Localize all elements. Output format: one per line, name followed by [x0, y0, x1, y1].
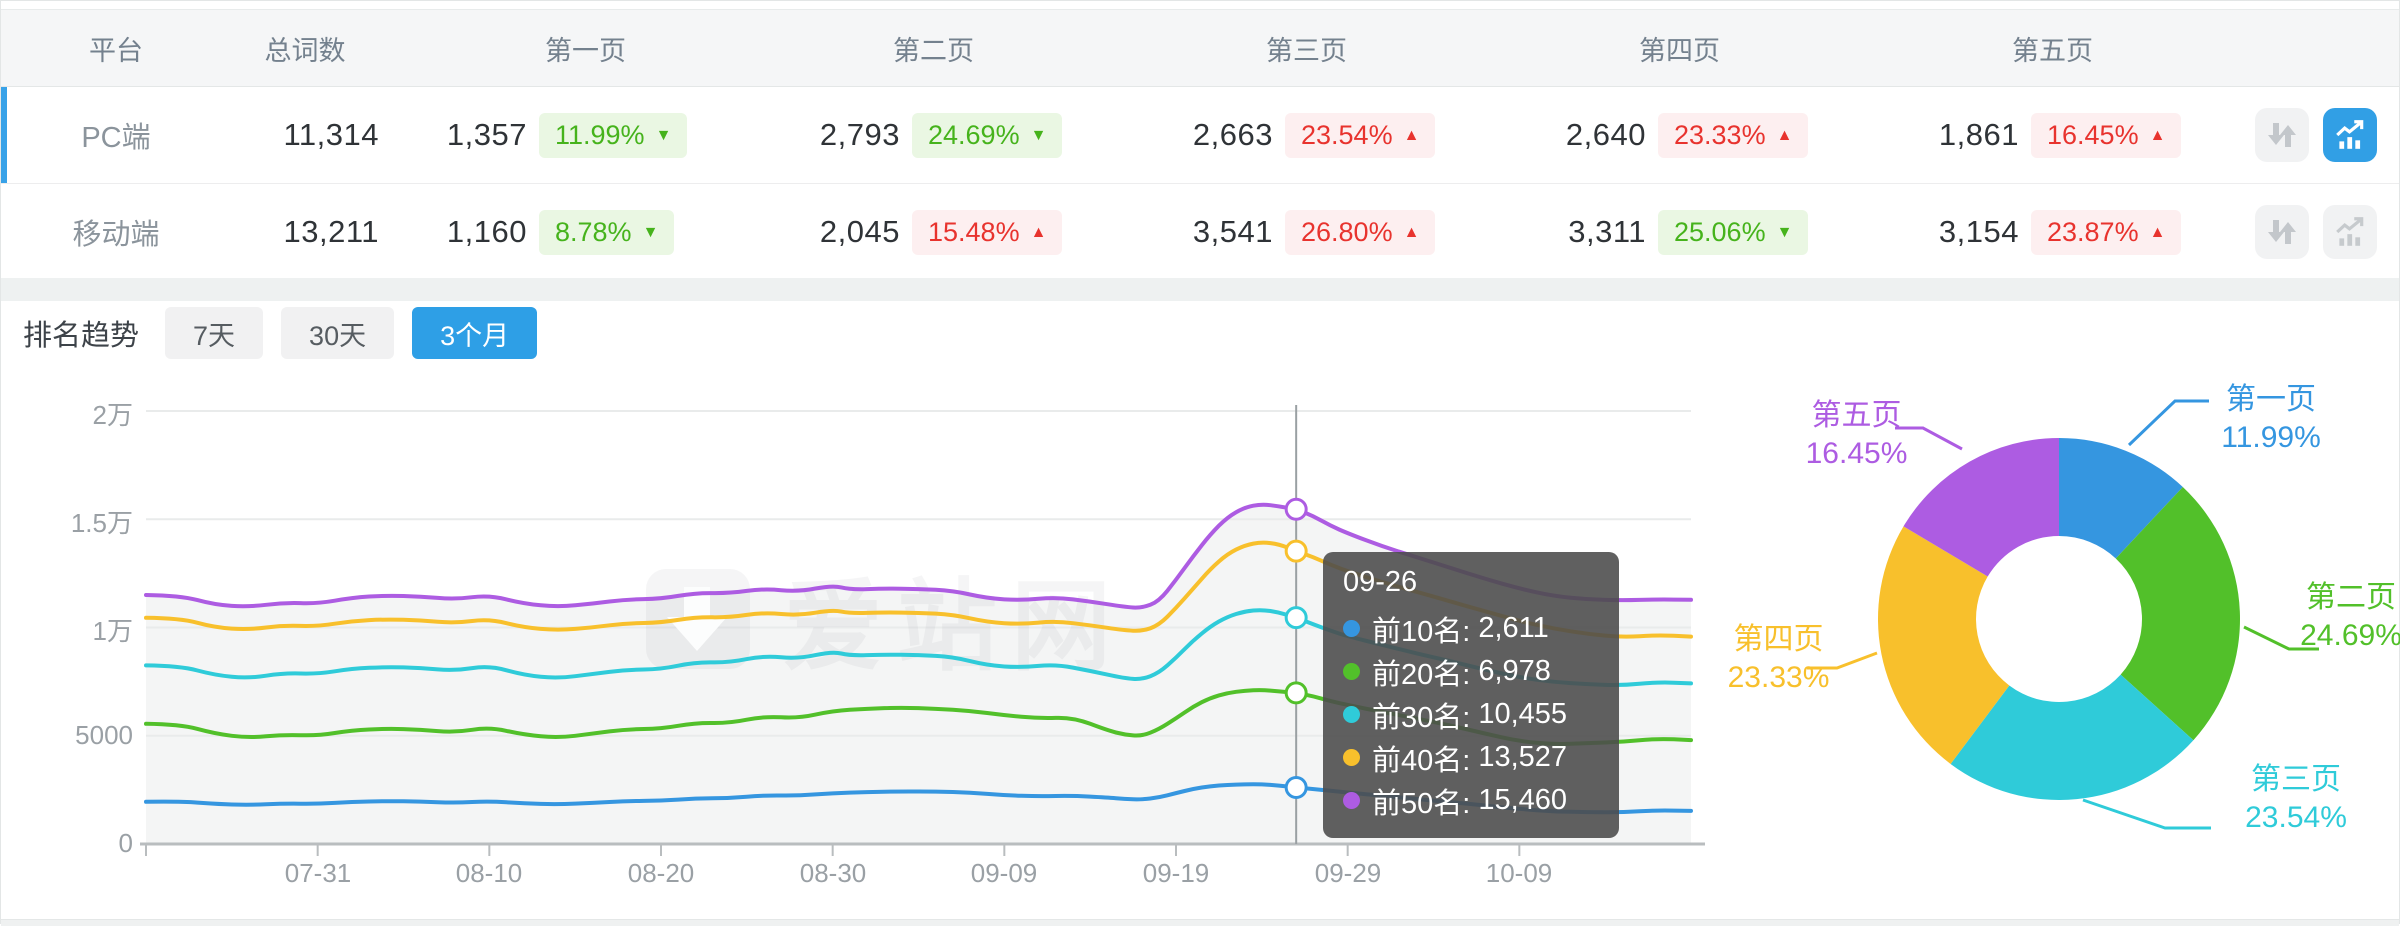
range-tab-3m[interactable]: 3个月: [412, 307, 538, 359]
bottom-strip: [1, 919, 2399, 926]
trend-chart-icon: [2336, 217, 2364, 246]
series-dot-icon: [1343, 663, 1360, 680]
donut-label-page3: 第三页 23.54%: [2245, 763, 2347, 834]
donut-label-page1: 第一页 11.99%: [2221, 383, 2321, 454]
x-axis-label: 08-20: [627, 858, 695, 888]
change-badge: 15.48% ▲: [912, 209, 1063, 255]
triangle-down-icon: ▼: [1030, 127, 1047, 144]
trend-panel: [1, 301, 2399, 917]
sort-arrows-icon: [2268, 123, 2296, 147]
table-row-mobile[interactable]: 移动端 13,211 1,160 8.78% ▼ 2,045 15.48% ▲ 3,…: [1, 184, 2399, 281]
tooltip-item: 前50名: 15,460: [1343, 779, 1599, 822]
total-count: 13,211: [283, 214, 379, 249]
x-axis-label: 10-09: [1485, 858, 1553, 888]
change-badge: 23.87% ▲: [2031, 209, 2182, 255]
change-badge: 8.78% ▼: [539, 209, 675, 255]
range-tab-30d[interactable]: 30天: [281, 307, 395, 359]
y-axis-label: 1万: [92, 616, 133, 646]
header-page1: 第一页: [545, 35, 626, 66]
donut-label-page4: 第四页 23.33%: [1727, 623, 1830, 694]
triangle-down-icon: ▼: [655, 127, 672, 144]
donut-label-page2: 第二页 24.69%: [2300, 581, 2400, 652]
triangle-up-icon: ▲: [1776, 127, 1793, 144]
sort-toggle-button[interactable]: [2255, 205, 2309, 259]
change-badge: 16.45% ▲: [2031, 112, 2182, 158]
sort-toggle-button[interactable]: [2255, 108, 2309, 162]
y-axis-label: 0: [118, 828, 133, 858]
change-badge: 24.69% ▼: [912, 112, 1063, 158]
triangle-up-icon: ▲: [1030, 224, 1047, 241]
x-axis-label: 07-31: [284, 858, 352, 888]
y-axis-label: 5000: [75, 720, 133, 750]
trend-chart-icon: [2336, 120, 2364, 149]
header-platform: 平台: [89, 35, 143, 66]
triangle-up-icon: ▲: [2149, 224, 2166, 241]
series-dot-icon: [1343, 706, 1360, 723]
rank-table: 平台 总词数 第一页 第二页 第三页 第四页 第五页 PC端 11,314 1,…: [1, 9, 2399, 281]
change-badge: 11.99% ▼: [539, 112, 688, 158]
page2-count: 2,045: [819, 214, 900, 249]
triangle-up-icon: ▲: [2149, 127, 2166, 144]
series-dot-icon: [1343, 749, 1360, 766]
tooltip-item: 前40名: 13,527: [1343, 736, 1599, 779]
change-badge: 25.06% ▼: [1658, 209, 1809, 255]
trend-toggle-button[interactable]: [2323, 205, 2377, 259]
change-badge: 23.54% ▲: [1285, 112, 1436, 158]
page5-count: 3,154: [1938, 214, 2019, 249]
header-page3: 第三页: [1266, 35, 1347, 66]
series-dot-icon: [1343, 792, 1360, 809]
total-count: 11,314: [283, 117, 379, 152]
triangle-up-icon: ▲: [1403, 224, 1420, 241]
header-page2: 第二页: [893, 35, 974, 66]
table-header: 平台 总词数 第一页 第二页 第三页 第四页 第五页: [1, 9, 2399, 87]
x-axis-label: 09-29: [1314, 858, 1382, 888]
triangle-down-icon: ▼: [642, 224, 659, 241]
tooltip-item: 前20名: 6,978: [1343, 650, 1599, 693]
trend-title: 排名趋势: [23, 320, 140, 352]
x-axis-label: 08-30: [799, 858, 867, 888]
table-row-pc[interactable]: PC端 11,314 1,357 11.99% ▼ 2,793 24.69% ▼ 2…: [1, 87, 2399, 184]
page1-count: 1,160: [446, 214, 527, 249]
x-axis-label: 09-19: [1142, 858, 1210, 888]
page1-count: 1,357: [446, 117, 527, 152]
y-axis-label: 2万: [92, 400, 133, 430]
header-page5: 第五页: [2012, 35, 2093, 66]
platform-label: PC端: [81, 122, 151, 154]
header-total: 总词数: [264, 35, 346, 66]
sort-arrows-icon: [2268, 220, 2296, 244]
triangle-down-icon: ▼: [1776, 224, 1793, 241]
tooltip-date: 09-26: [1343, 566, 1418, 598]
page3-count: 3,541: [1192, 214, 1273, 249]
platform-label: 移动端: [72, 219, 160, 251]
series-dot-icon: [1343, 620, 1360, 637]
y-axis-label: 1.5万: [70, 508, 133, 538]
triangle-up-icon: ▲: [1403, 127, 1420, 144]
page4-count: 2,640: [1565, 117, 1646, 152]
section-divider: [1, 278, 2399, 301]
donut-label-page5: 第五页 16.45%: [1805, 399, 1908, 470]
trend-toggle-button[interactable]: [2323, 108, 2377, 162]
change-badge: 26.80% ▲: [1285, 209, 1436, 255]
page3-count: 2,663: [1192, 117, 1273, 152]
trend-tooltip: 09-26 前10名: 2,611 前20名: 6,978 前30名: 10,455 …: [1323, 552, 1619, 838]
page4-count: 3,311: [1568, 214, 1646, 249]
header-page4: 第四页: [1639, 35, 1720, 66]
x-axis-label: 09-09: [970, 858, 1038, 888]
tooltip-item: 前10名: 2,611: [1343, 607, 1599, 650]
x-axis-label: 08-10: [455, 858, 523, 888]
page5-count: 1,861: [1938, 117, 2019, 152]
tooltip-item: 前30名: 10,455: [1343, 693, 1599, 736]
change-badge: 23.33% ▲: [1658, 112, 1809, 158]
page2-count: 2,793: [819, 117, 900, 152]
range-tab-7d[interactable]: 7天: [165, 307, 264, 359]
